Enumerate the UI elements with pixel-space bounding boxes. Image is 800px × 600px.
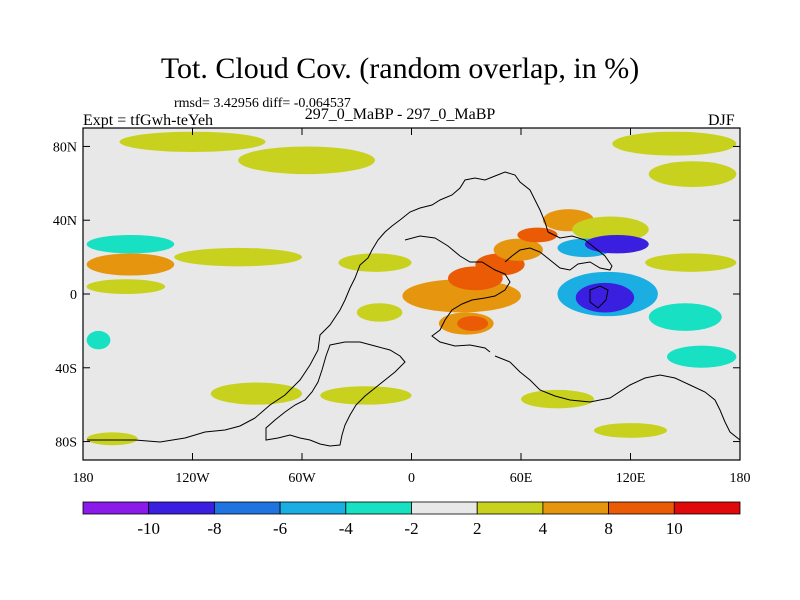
y-axis: 80N 40N 0 40S 80S (53, 140, 740, 451)
region-30 (86, 432, 138, 446)
colorbar: -10 -8 -6 -4 -2 2 4 8 10 (82, 501, 741, 538)
region-18 (645, 253, 737, 272)
region-21 (648, 303, 722, 331)
region-12 (493, 238, 543, 261)
colorbar-swatch (476, 501, 544, 515)
colorbar-label: 10 (666, 519, 683, 538)
y-tick-label: 40S (55, 362, 77, 377)
colorbar-label: 8 (604, 519, 613, 538)
x-tick-label: 120E (616, 471, 646, 486)
colorbar-swatch (213, 501, 281, 515)
colorbar-label: 4 (539, 519, 548, 538)
region-23 (667, 345, 737, 368)
y-tick-label: 0 (70, 288, 77, 303)
comparison-label: 297_0_MaBP - 297_0_MaBP (304, 106, 496, 123)
region-25 (457, 316, 489, 331)
stats-label: rmsd= 3.42956 diff= -0.064537 (174, 96, 351, 111)
region-27 (210, 382, 302, 405)
colorbar-label: -4 (339, 519, 354, 538)
colorbar-swatch (279, 501, 347, 515)
coastline (87, 171, 740, 447)
chart-title: Tot. Cloud Cov. (random overlap, in %) (160, 52, 640, 85)
x-tick-label: 60W (288, 471, 316, 486)
experiment-label: Expt = tfGwh-teYeh (83, 112, 214, 129)
colorbar-swatch (411, 501, 478, 515)
colorbar-swatch (82, 501, 150, 515)
colorbar-swatch (542, 501, 610, 515)
region-6 (86, 279, 166, 294)
region-26 (356, 303, 403, 322)
colorbar-swatch (608, 501, 675, 515)
coastline-asia (504, 231, 613, 271)
y-tick-label: 80S (55, 436, 77, 451)
region-20 (575, 282, 635, 313)
x-tick-label: 120W (175, 471, 210, 486)
coastline-south-america (265, 341, 406, 447)
x-tick-label: 60E (510, 471, 533, 486)
x-axis: 180 120W 60W 0 60E 120E 180 (73, 128, 751, 486)
season-label: DJF (708, 112, 735, 129)
colorbar-swatch (673, 501, 741, 515)
region-3 (648, 161, 737, 188)
region-14 (517, 227, 558, 243)
region-7 (174, 247, 302, 267)
region-0 (119, 131, 266, 152)
region-2 (612, 131, 737, 156)
coastline-africa-europe (404, 235, 511, 353)
colorbar-label: -6 (273, 519, 287, 538)
x-tick-label: 180 (73, 471, 94, 486)
y-tick-label: 40N (53, 214, 77, 229)
colorbar-label: 2 (473, 519, 482, 538)
region-31 (594, 423, 667, 438)
region-17 (584, 234, 649, 254)
colorbar-swatch (345, 501, 412, 515)
region-5 (86, 253, 175, 276)
region-22 (86, 330, 111, 350)
region-29 (521, 389, 594, 409)
colorbar-swatch (148, 501, 215, 515)
y-tick-label: 80N (53, 140, 77, 155)
shaded-regions (86, 131, 737, 446)
x-tick-label: 0 (408, 471, 415, 486)
region-8 (338, 253, 412, 272)
x-tick-label: 180 (730, 471, 751, 486)
region-1 (238, 146, 375, 175)
coastline-antarctic-edge (494, 355, 740, 441)
colorbar-label: -10 (137, 519, 160, 538)
region-4 (86, 234, 175, 254)
colorbar-label: -8 (207, 519, 221, 538)
coastline-americas (87, 171, 549, 443)
coastline-indo (589, 285, 609, 309)
colorbar-label: -2 (404, 519, 418, 538)
